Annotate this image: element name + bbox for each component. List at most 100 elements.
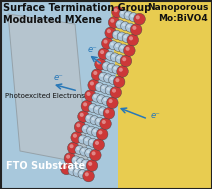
Circle shape (92, 117, 95, 120)
Circle shape (127, 34, 138, 46)
Circle shape (112, 30, 121, 39)
Circle shape (93, 129, 96, 132)
Circle shape (130, 24, 142, 35)
Circle shape (98, 107, 107, 116)
Circle shape (115, 44, 119, 47)
Circle shape (103, 40, 107, 44)
Circle shape (110, 87, 121, 98)
Circle shape (95, 141, 99, 145)
Circle shape (84, 90, 96, 101)
Circle shape (105, 51, 114, 60)
Circle shape (92, 93, 101, 102)
Circle shape (99, 72, 108, 81)
Circle shape (134, 13, 145, 25)
Circle shape (73, 134, 77, 138)
Circle shape (100, 74, 103, 77)
Circle shape (100, 108, 103, 112)
Circle shape (95, 83, 104, 92)
Circle shape (116, 20, 125, 29)
Circle shape (121, 11, 124, 14)
Circle shape (90, 81, 94, 85)
Circle shape (78, 159, 81, 162)
Circle shape (97, 60, 101, 65)
Circle shape (124, 45, 135, 56)
Circle shape (105, 27, 116, 39)
Circle shape (82, 125, 91, 133)
Circle shape (83, 102, 87, 106)
Circle shape (103, 98, 106, 101)
Circle shape (112, 6, 123, 18)
Circle shape (113, 76, 125, 88)
Circle shape (61, 163, 72, 175)
Circle shape (112, 54, 115, 58)
Circle shape (119, 68, 123, 72)
Circle shape (88, 162, 92, 166)
Text: Surface Termination Group
Modulated MXene: Surface Termination Group Modulated MXen… (3, 3, 151, 25)
Circle shape (98, 48, 110, 60)
Circle shape (96, 128, 108, 140)
Circle shape (67, 142, 79, 154)
Circle shape (78, 135, 87, 144)
Circle shape (117, 32, 126, 41)
Circle shape (109, 41, 118, 50)
Text: FTO Substrate: FTO Substrate (6, 161, 85, 171)
Circle shape (90, 116, 99, 125)
Circle shape (97, 84, 100, 87)
Circle shape (91, 69, 103, 81)
Circle shape (73, 168, 82, 177)
Circle shape (107, 53, 110, 56)
Circle shape (102, 86, 105, 89)
Circle shape (110, 19, 114, 23)
Circle shape (127, 25, 130, 28)
Circle shape (88, 138, 97, 147)
Circle shape (85, 138, 88, 141)
Circle shape (71, 156, 80, 165)
Circle shape (121, 22, 130, 30)
Circle shape (114, 67, 117, 70)
Circle shape (90, 105, 93, 108)
Circle shape (114, 42, 123, 51)
Circle shape (109, 99, 113, 103)
Circle shape (109, 75, 118, 84)
Circle shape (119, 9, 128, 18)
Circle shape (88, 79, 99, 91)
Circle shape (110, 53, 119, 62)
Circle shape (114, 32, 117, 35)
Circle shape (71, 132, 82, 143)
Circle shape (80, 171, 83, 174)
Circle shape (93, 71, 97, 75)
Circle shape (81, 100, 93, 112)
Circle shape (107, 88, 110, 91)
Circle shape (120, 46, 123, 49)
Circle shape (104, 74, 113, 83)
Text: e⁻: e⁻ (53, 73, 63, 81)
Circle shape (102, 62, 111, 71)
Circle shape (98, 130, 102, 135)
Circle shape (107, 63, 116, 72)
Circle shape (102, 96, 111, 105)
Circle shape (105, 109, 109, 114)
Circle shape (83, 161, 86, 164)
Circle shape (81, 159, 90, 168)
Circle shape (64, 153, 76, 164)
Circle shape (117, 56, 120, 59)
Polygon shape (110, 0, 212, 189)
Circle shape (119, 44, 128, 53)
Circle shape (129, 36, 133, 40)
Circle shape (102, 120, 106, 124)
Circle shape (98, 96, 102, 99)
Circle shape (124, 35, 127, 38)
Circle shape (117, 22, 120, 25)
Circle shape (126, 13, 129, 16)
Circle shape (124, 11, 133, 20)
Circle shape (76, 147, 80, 150)
Circle shape (92, 151, 96, 155)
Circle shape (92, 128, 100, 137)
Circle shape (110, 77, 113, 80)
Circle shape (75, 170, 78, 173)
Circle shape (89, 149, 101, 161)
Circle shape (93, 95, 96, 98)
Circle shape (105, 75, 108, 79)
Circle shape (122, 23, 125, 26)
Circle shape (85, 172, 89, 176)
